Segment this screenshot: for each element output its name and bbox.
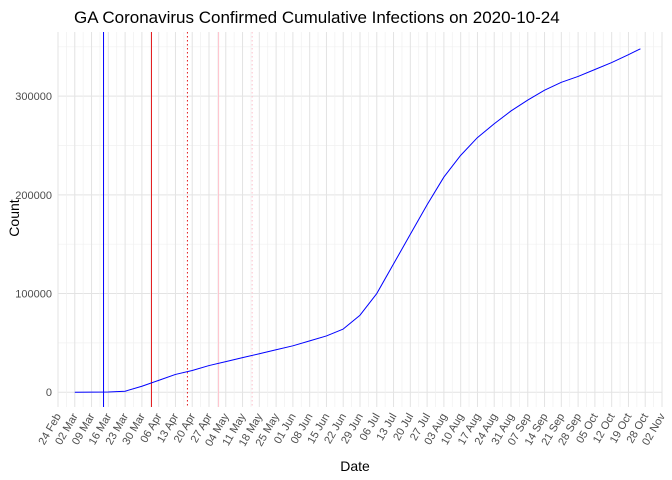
grid — [57, 32, 663, 407]
y-tick-label: 300000 — [15, 91, 52, 103]
series-layer — [74, 48, 641, 393]
series-line — [74, 48, 641, 393]
y-axis-ticks: 0 100000 200000 300000 — [15, 91, 52, 399]
y-tick-label: 200000 — [15, 190, 52, 202]
reference-lines — [103, 32, 253, 407]
y-axis-title: Count — [6, 199, 22, 236]
y-tick-label: 100000 — [15, 289, 52, 301]
x-axis-title: Date — [340, 458, 370, 474]
chart-title: GA Coronavirus Confirmed Cumulative Infe… — [74, 8, 560, 27]
y-tick-label: 0 — [46, 387, 52, 399]
